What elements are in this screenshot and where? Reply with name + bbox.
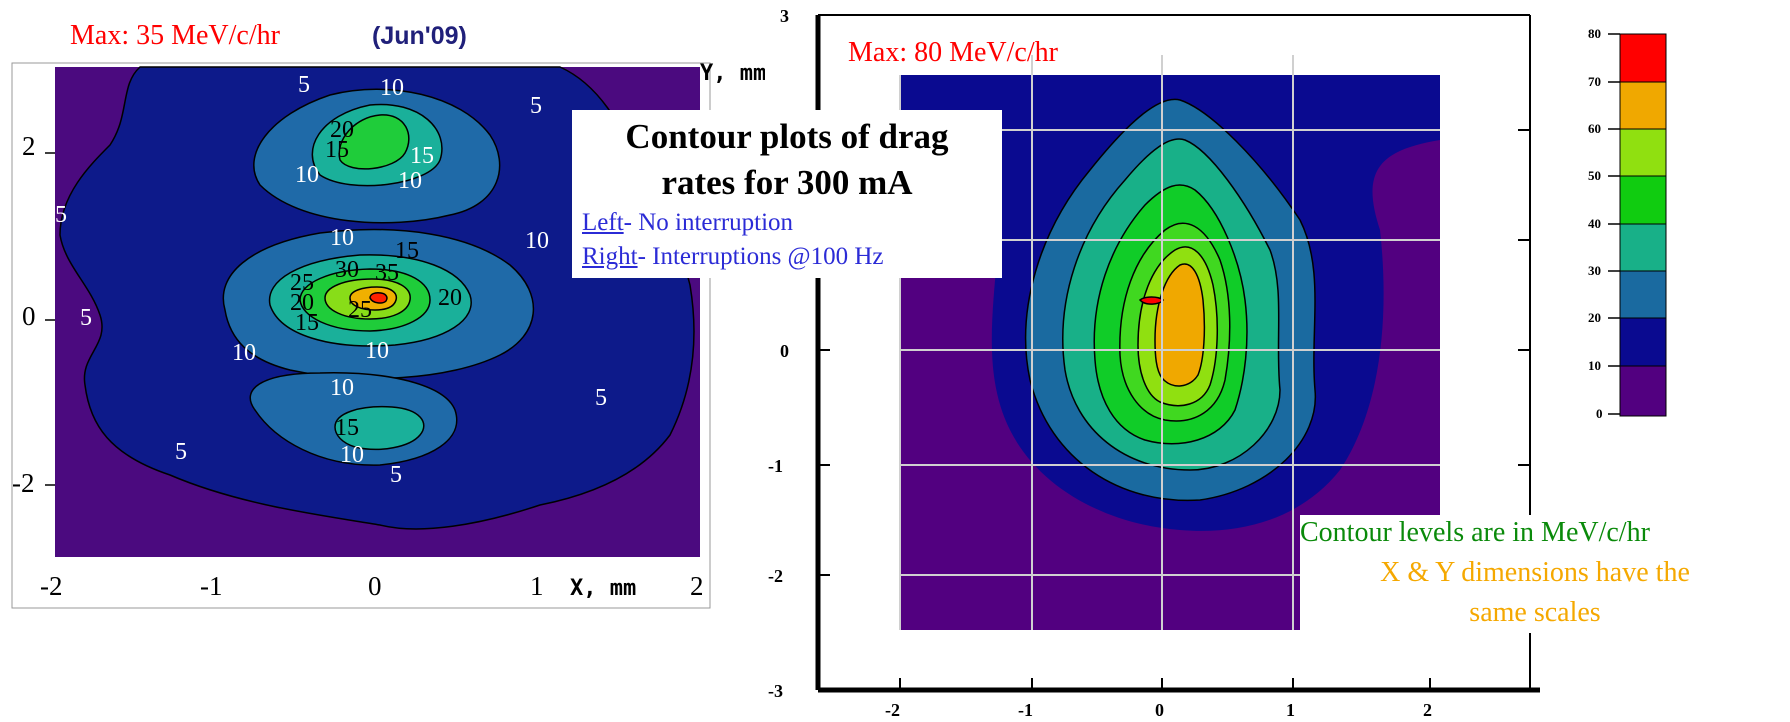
left-y-tick-labels: 2 0 -2 [12,131,36,498]
colorbar-tick: 70 [1588,74,1601,89]
x-tick-label: 0 [1155,700,1164,720]
x-tick-label: 2 [690,571,704,601]
y-tick-label: 3 [780,6,789,26]
contour-label: 10 [365,338,389,364]
y-tick-label: -2 [768,566,783,586]
colorbar-tick: 80 [1588,26,1601,41]
colorbar-swatch-20-30 [1619,270,1667,319]
left-plot-max-label: Max: 35 MeV/c/hr [70,20,280,51]
colorbar-swatch-30-40 [1619,223,1667,272]
colorbar-tick: 40 [1588,216,1601,231]
contour-label: 20 [438,285,462,311]
colorbar-swatches [1619,33,1667,417]
contour-label: 20 [330,117,354,143]
contour-label: 15 [410,143,434,169]
left-x-tick-labels: -2 -1 0 1 2 [40,571,704,601]
y-axis-label: Y, mm [700,61,765,86]
colorbar-tick: 20 [1588,310,1601,325]
x-axis-label: X, mm [570,576,636,601]
contour-label: 5 [55,202,67,228]
left-plot-area [55,66,700,557]
y-tick-label: -2 [12,468,35,498]
info-title-line1: Contour plots of drag [625,117,949,156]
contour-label: 10 [525,228,549,254]
y-tick-label: -3 [768,681,783,701]
contour-label: 10 [380,75,404,101]
left-desc: - No interruption [623,209,794,236]
contour-label: 10 [330,375,354,401]
contour-label: 30 [335,257,359,283]
x-tick-label: -1 [1018,700,1033,720]
contour-label: 10 [330,225,354,251]
contour-label: 10 [340,442,364,468]
contour-label: 10 [398,168,422,194]
contour-label: 25 [348,297,372,323]
x-tick-label: 1 [530,571,544,601]
contour-label: 5 [80,305,92,331]
colorbar-swatch-50-60 [1619,128,1667,177]
colorbar-swatch-0-10 [1619,365,1667,417]
contour-label: 15 [325,137,349,163]
info-box: Contour plots of drag rates for 300 mA L… [572,110,1002,278]
x-tick-label: 1 [1286,700,1295,720]
y-tick-label: 0 [22,301,36,331]
right-y-tick-labels: 3 0 -1 -2 -3 [768,6,789,701]
scales-note-line2: same scales [1469,597,1601,628]
contour-label: 5 [175,439,187,465]
contour-label: 15 [295,310,319,336]
right-word: Right [582,243,638,270]
legend-left-line: Left- No interruption [582,206,992,240]
colorbar-tick: 30 [1588,263,1601,278]
right-level-80-region [1138,296,1164,305]
legend-right-line: Right- Interruptions @100 Hz [582,240,992,274]
right-plot-max-label: Max: 80 MeV/c/hr [848,37,1058,68]
units-note: Contour levels are in MeV/c/hr [1300,517,1650,548]
left-contour-labels: 5 10 5 20 15 15 10 10 5 10 15 10 25 30 3… [55,72,607,488]
contour-label: 10 [295,162,319,188]
colorbar-swatch-60-70 [1619,81,1667,130]
contour-label: 10 [232,340,256,366]
colorbar-swatch-40-50 [1619,175,1667,225]
left-top-level-20-region [338,114,410,170]
contour-label: 5 [390,462,402,488]
colorbar-tick: 0 [1596,406,1603,420]
contour-label: 15 [335,415,359,441]
x-tick-label: 0 [368,571,382,601]
y-tick-label: 0 [780,341,789,361]
notes-box: Contour levels are in MeV/c/hr X & Y dim… [1300,515,1770,633]
x-tick-label: -2 [885,700,900,720]
left-mid-level-35-region [369,292,388,304]
colorbar: 80 70 60 50 40 30 20 10 0 [1588,26,1667,420]
left-word: Left [582,209,624,236]
x-tick-label: 2 [1423,700,1432,720]
contour-label: 5 [530,93,542,119]
colorbar-swatch-10-20 [1619,317,1667,367]
x-tick-label: -1 [200,571,223,601]
contour-label: 35 [375,260,399,286]
left-bottom-level-15-region [334,405,425,451]
left-plot-date-label: (Jun'09) [372,22,467,50]
contour-label: 20 [290,290,314,316]
colorbar-tick: 50 [1588,168,1601,183]
colorbar-tick: 10 [1588,358,1601,373]
contour-label: 5 [298,72,310,98]
right-x-tick-labels: -2 -1 0 1 2 [885,700,1432,720]
contour-label: 15 [395,238,419,264]
colorbar-tick: 60 [1588,121,1601,136]
info-title-line2: rates for 300 mA [661,163,913,202]
y-tick-label: 2 [22,131,36,161]
y-tick-label: -1 [768,456,783,476]
contour-label: 25 [290,270,314,296]
contour-label: 5 [595,385,607,411]
scales-note-line1: X & Y dimensions have the [1380,557,1690,588]
right-desc: - Interruptions @100 Hz [637,243,884,270]
x-tick-label: -2 [40,571,63,601]
colorbar-swatch-70-80 [1619,33,1667,83]
colorbar-tick-labels: 80 70 60 50 40 30 20 10 0 [1588,26,1603,420]
